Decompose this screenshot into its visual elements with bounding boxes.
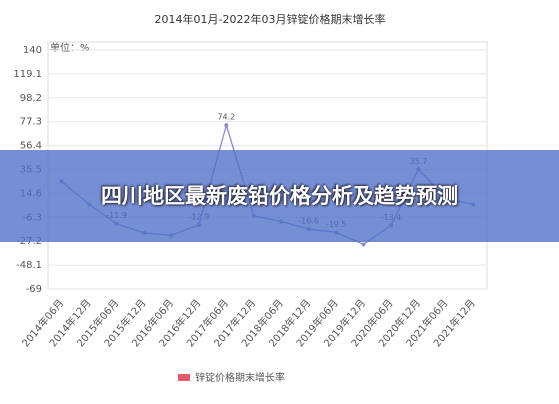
- unit-label: 单位：%: [50, 41, 90, 54]
- y-tick-label: 56.4: [20, 141, 42, 152]
- y-tick-label: -69: [26, 284, 42, 295]
- point: [361, 242, 366, 247]
- legend-label: 锌锭价格期末增长率: [195, 371, 285, 384]
- banner: 四川地区最新废铅价格分析及趋势预测: [0, 150, 559, 242]
- chart-title: 2014年01月-2022年03月锌锭价格期末增长率: [155, 12, 386, 26]
- y-tick-label: -48.1: [16, 260, 42, 271]
- y-tick-label: 98.2: [20, 93, 42, 104]
- y-tick-label: 119.1: [13, 69, 42, 80]
- banner-text: 四川地区最新废铅价格分析及趋势预测: [101, 184, 458, 208]
- value-label: 74.2: [217, 113, 235, 122]
- y-tick-label: 77.3: [20, 117, 42, 128]
- point: [224, 123, 229, 128]
- y-tick-label: 140: [23, 45, 42, 56]
- legend-swatch: [178, 374, 190, 381]
